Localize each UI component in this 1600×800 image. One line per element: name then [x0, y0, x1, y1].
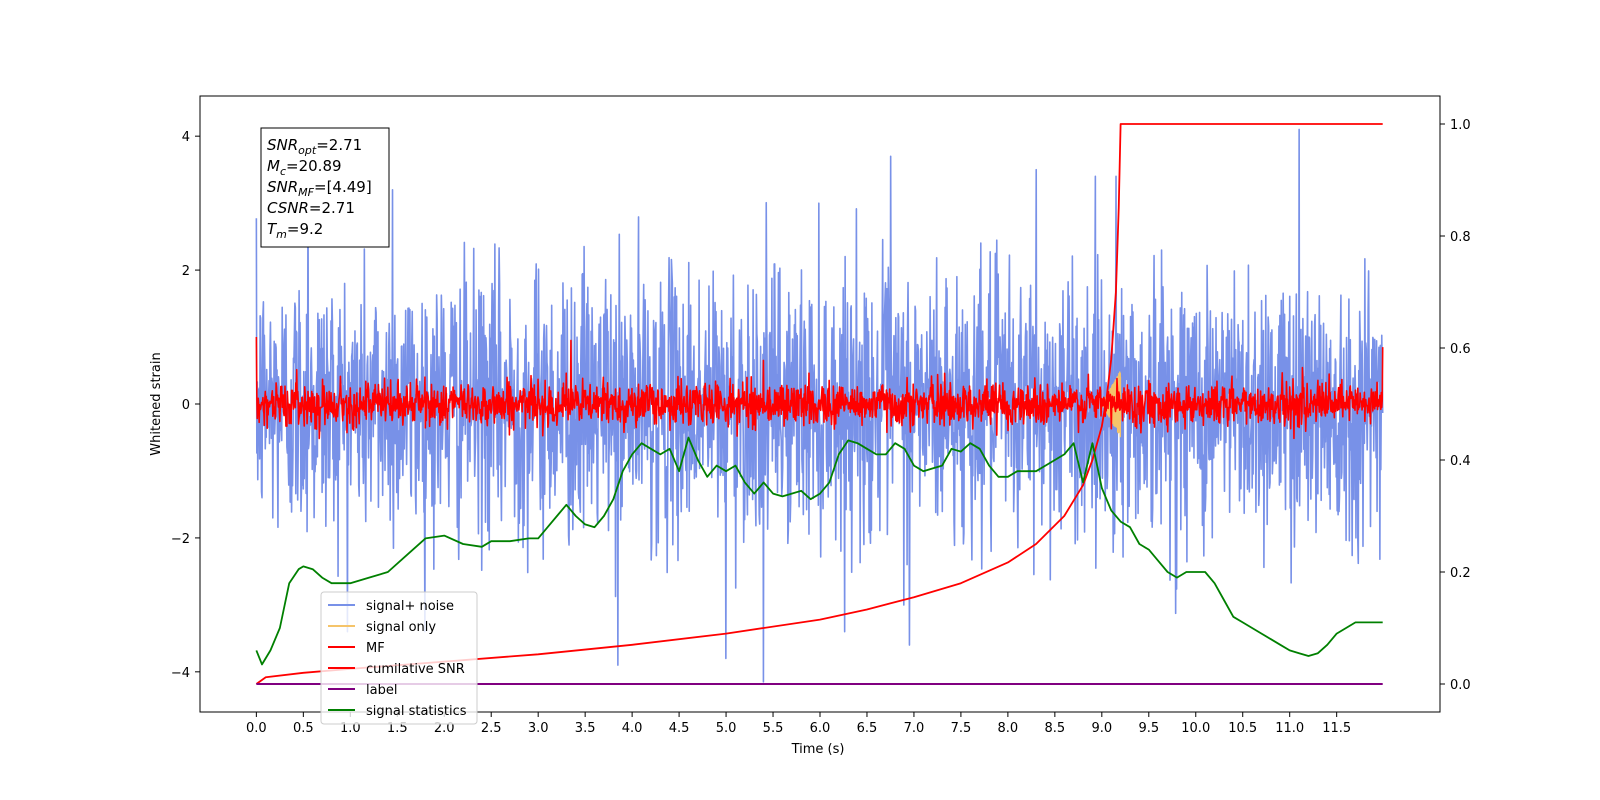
annotation-line: Tm=9.2 [267, 220, 323, 241]
x-tick-label: 0.5 [293, 721, 314, 736]
x-tick-label: 6.5 [857, 721, 878, 736]
annotation-line: SNRopt=2.71 [267, 136, 362, 157]
y-left-tick-label: −2 [171, 532, 190, 547]
x-tick-label: 8.0 [998, 721, 1019, 736]
y-axis-right: 0.0 0.2 0.4 0.6 0.8 1.0 [1440, 118, 1471, 693]
y-right-tick-label: 0.4 [1450, 454, 1471, 469]
x-tick-label: 5.0 [716, 721, 737, 736]
x-tick-label: 5.5 [763, 721, 784, 736]
x-tick-label: 2.5 [481, 721, 502, 736]
series-line-mf [255, 337, 1384, 440]
legend-label-signal-only: signal only [366, 620, 436, 635]
legend-label-signal-statistics: signal statistics [366, 704, 467, 719]
x-tick-label: 11.0 [1275, 721, 1304, 736]
series-line-signal-statistics [255, 436, 1383, 666]
x-tick-label: 0.0 [246, 721, 267, 736]
x-tick-label: 10.5 [1228, 721, 1257, 736]
annotation-box: SNRopt=2.71Mc=20.89SNRMF=[4.49]CSNR=2.71… [260, 127, 390, 248]
annotation-line: Mc=20.89 [267, 157, 342, 178]
series-line-signal-noise [255, 128, 1384, 683]
legend-label-label: label [366, 683, 397, 698]
x-tick-label: 2.0 [434, 721, 455, 736]
y-right-tick-label: 0.8 [1450, 230, 1471, 245]
y-right-tick-label: 1.0 [1450, 118, 1471, 133]
annotation-line: SNRMF=[4.49] [267, 178, 372, 199]
x-tick-label: 6.0 [810, 721, 831, 736]
x-tick-label: 4.5 [669, 721, 690, 736]
x-tick-label: 10.0 [1181, 721, 1210, 736]
x-tick-label: 7.5 [951, 721, 972, 736]
x-tick-label: 3.5 [575, 721, 596, 736]
y-left-tick-label: 2 [182, 264, 190, 279]
y-right-tick-label: 0.0 [1450, 678, 1471, 693]
y-axis-label: Whitened strain [149, 352, 164, 455]
annotation-line: CSNR=2.71 [267, 199, 355, 217]
y-left-tick-label: 0 [182, 398, 190, 413]
y-axis-left: −4 −2 0 2 4 [171, 130, 200, 681]
x-axis: 0.0 0.5 1.0 1.5 2.0 2.5 3.0 3.5 4.0 4.5 5.0 5.5 6.0 6… [246, 712, 1351, 736]
x-tick-label: 4.0 [622, 721, 643, 736]
x-tick-label: 9.0 [1091, 721, 1112, 736]
y-right-tick-label: 0.2 [1450, 566, 1471, 581]
legend-label-cumilative-snr: cumilative SNR [366, 662, 465, 677]
x-tick-label: 3.0 [528, 721, 549, 736]
x-tick-label: 1.5 [387, 721, 408, 736]
x-axis-label: Time (s) [791, 742, 845, 757]
x-tick-label: 11.5 [1322, 721, 1351, 736]
x-tick-label: 1.0 [340, 721, 361, 736]
y-left-tick-label: −4 [171, 666, 190, 681]
legend: signal+ noise signal only MF cumilative SNR… [320, 591, 478, 725]
legend-label-signal-noise: signal+ noise [366, 599, 454, 614]
legend-frame [320, 591, 478, 725]
y-left-tick-label: 4 [182, 130, 190, 145]
x-tick-label: 7.0 [904, 721, 925, 736]
x-tick-label: 9.5 [1138, 721, 1159, 736]
annotation-frame [260, 127, 390, 248]
x-tick-label: 8.5 [1045, 721, 1066, 736]
y-right-tick-label: 0.6 [1450, 342, 1471, 357]
legend-label-mf: MF [366, 641, 385, 656]
